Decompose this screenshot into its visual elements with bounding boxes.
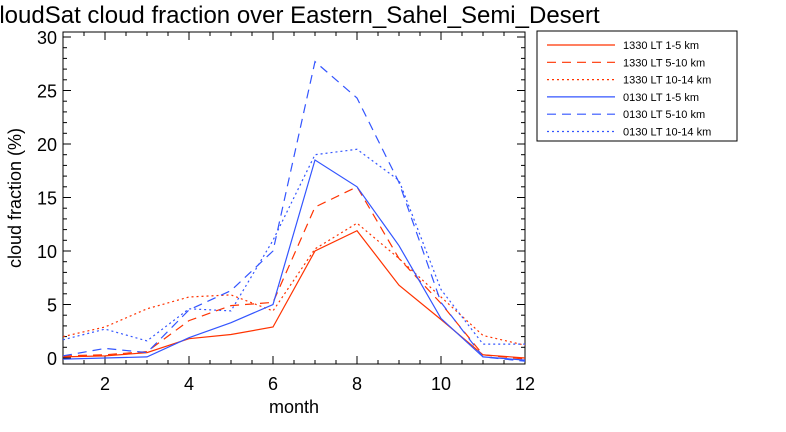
series-line-1 [62,229,526,359]
x-tick-label: 6 [268,374,278,394]
x-axis-label: month [269,397,319,417]
y-tick-label: 20 [37,135,57,155]
y-axis-ticks: 0 5 10 15 20 25 30 [37,28,525,369]
y-tick-label: 15 [37,189,57,209]
series-line-6 [62,148,525,345]
legend-label: 1330 LT 10-14 km [623,75,711,87]
series-line-3 [62,222,526,346]
legend: 1330 LT 1-5 km 1330 LT 5-10 km 1330 LT 10-… [536,30,738,142]
legend-label: 1330 LT 5-10 km [623,57,705,69]
chart-title: CloudSat cloud fraction over Eastern_Sah… [0,2,600,29]
legend-label: 0130 LT 10-14 km [623,127,711,139]
series-line-5 [62,60,526,362]
x-axis-ticks: 2 4 6 8 10 12 [100,32,535,394]
x-tick-label: 12 [515,374,535,394]
y-tick-label: 25 [37,82,57,102]
x-tick-label: 10 [431,374,451,394]
series-lines [62,60,526,362]
x-tick-label: 4 [184,374,194,394]
legend-label: 1330 LT 1-5 km [623,40,699,52]
x-tick-label: 8 [352,374,362,394]
y-axis-label: cloud fraction (%) [5,128,25,268]
legend-label: 0130 LT 1-5 km [623,92,699,104]
y-tick-label: 10 [37,242,57,262]
y-tick-label: 30 [37,28,57,48]
legend-box [536,30,738,142]
y-tick-label: 0 [47,349,57,369]
x-tick-label: 2 [100,374,110,394]
legend-label: 0130 LT 5-10 km [623,109,705,121]
y-tick-label: 5 [47,296,57,316]
series-line-2 [62,186,526,360]
series-line-4 [62,159,526,361]
